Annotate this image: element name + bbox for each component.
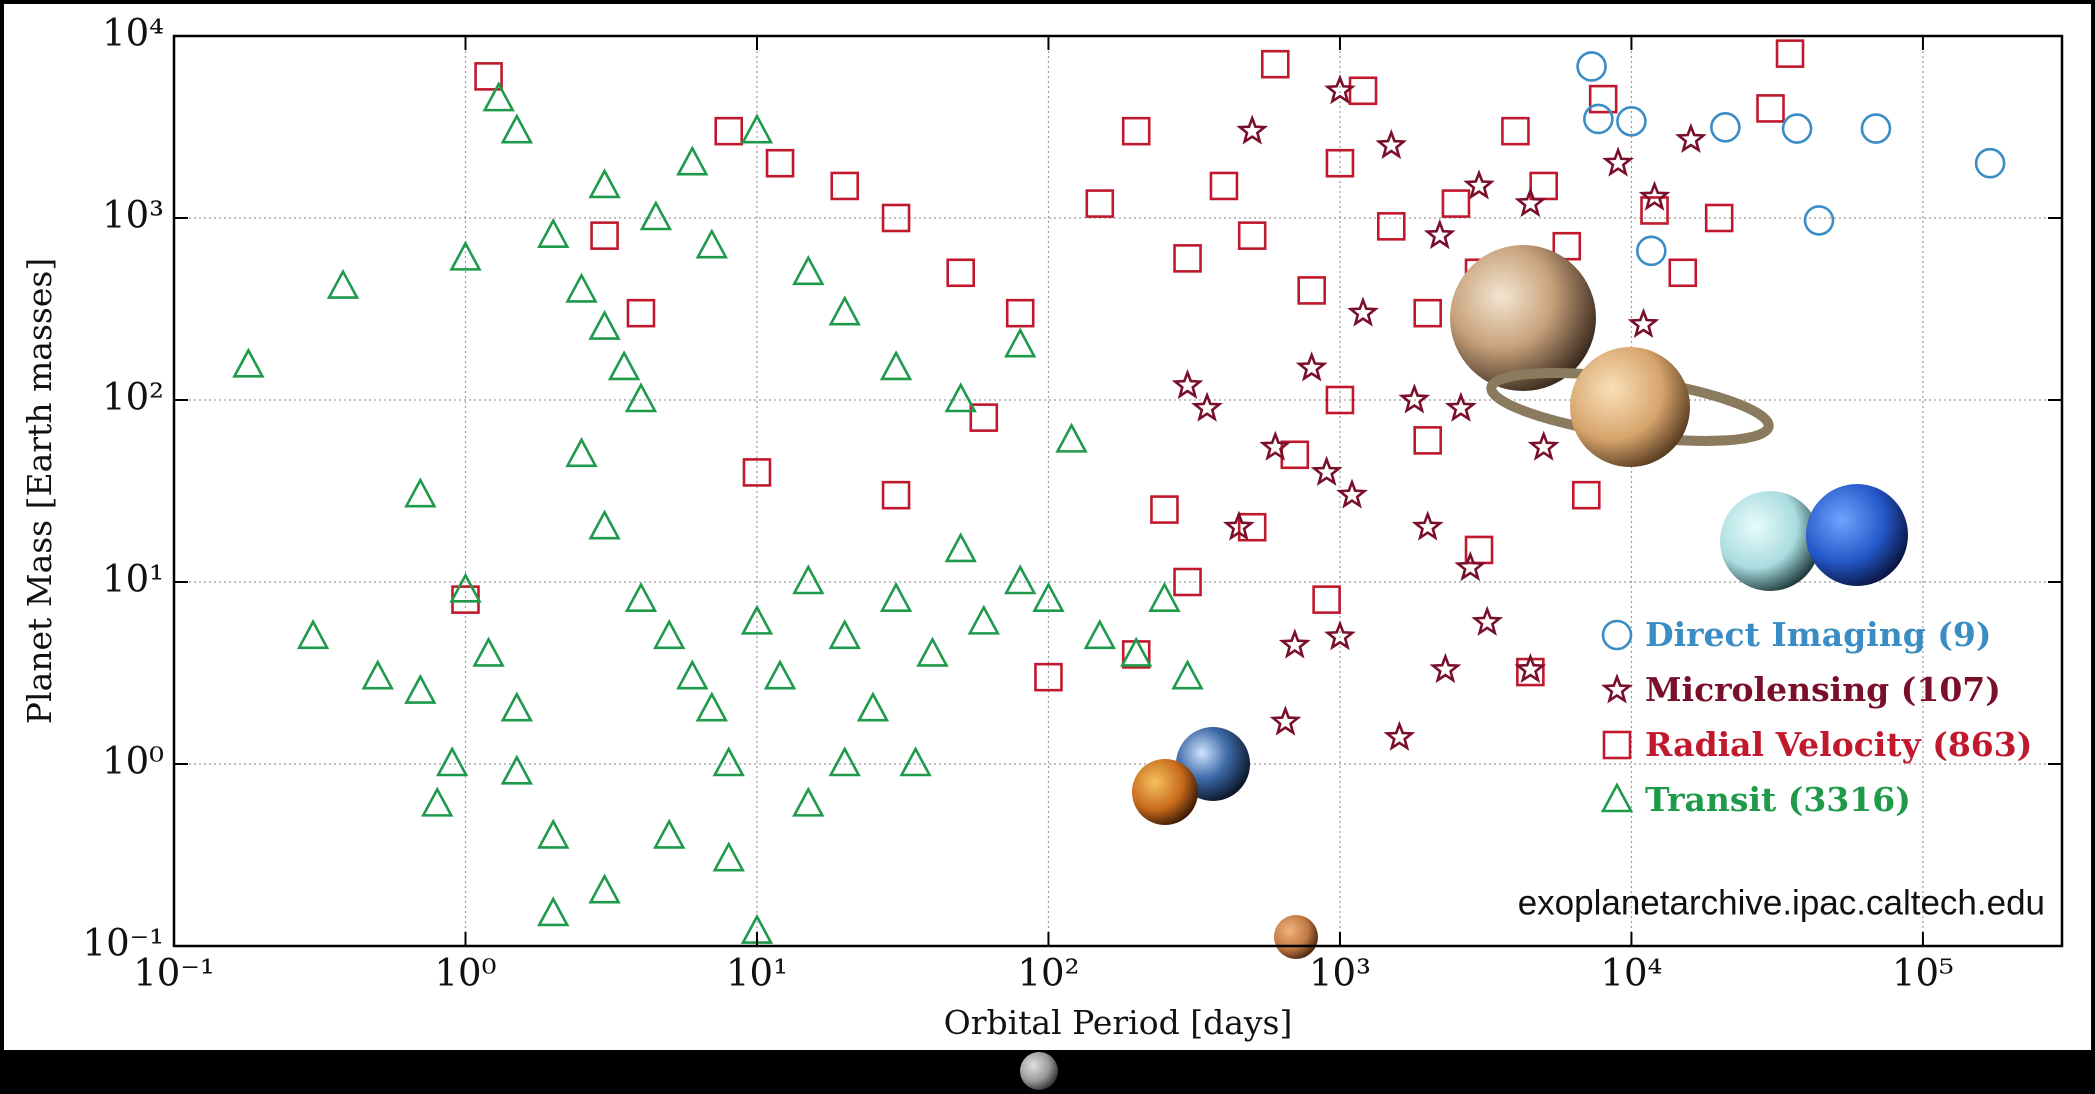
legend-label: Transit (3316) xyxy=(1645,780,1911,819)
uranus xyxy=(1720,491,1820,591)
x-tick-label: 10³ xyxy=(1309,952,1371,995)
x-axis-label: Orbital Period [days] xyxy=(944,1003,1293,1042)
x-tick-label: 10⁰ xyxy=(435,952,497,995)
legend-label: Direct Imaging (9) xyxy=(1645,615,1991,654)
y-tick-label: 10³ xyxy=(102,194,164,237)
x-tick-label: 10² xyxy=(1018,952,1080,995)
y-tick-label: 10² xyxy=(102,376,164,419)
y-tick-label: 10⁴ xyxy=(102,12,164,55)
legend-label: Microlensing (107) xyxy=(1645,670,2001,709)
y-tick-label: 10¹ xyxy=(102,558,164,601)
venus xyxy=(1132,759,1198,825)
y-tick-label: 10⁰ xyxy=(102,740,164,783)
annotation: exoplanetarchive.ipac.caltech.edu xyxy=(1518,883,2045,922)
chart: 10⁻¹10⁰10¹10²10³10⁴10⁵10⁻¹10⁰10¹10²10³10… xyxy=(0,0,2095,1094)
x-tick-label: 10⁵ xyxy=(1892,952,1954,995)
y-axis-label: Planet Mass [Earth masses] xyxy=(20,258,59,724)
y-tick-label: 10⁻¹ xyxy=(83,922,164,965)
neptune xyxy=(1806,484,1908,586)
x-tick-label: 10¹ xyxy=(726,952,788,995)
moon xyxy=(1020,1052,1058,1090)
page: {"chart_data": { "type": "scatter", "xla… xyxy=(0,0,2095,1094)
saturn xyxy=(1570,347,1690,467)
legend-label: Radial Velocity (863) xyxy=(1645,725,2032,764)
x-tick-label: 10⁴ xyxy=(1600,952,1662,995)
